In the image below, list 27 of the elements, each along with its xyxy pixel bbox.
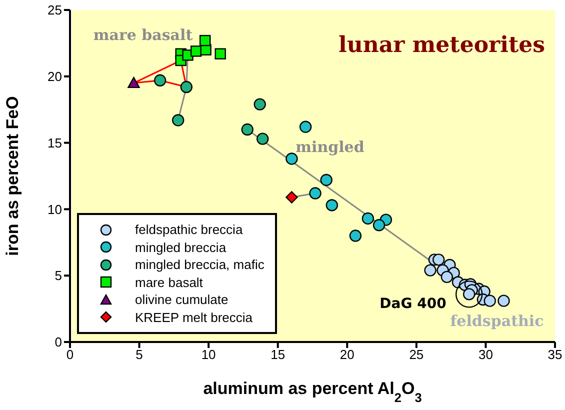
x-tick-label: 35	[548, 347, 562, 362]
x-axis-title: aluminum as percent Al$_{2}$O$_{3}$	[203, 379, 422, 404]
text: lunar meteorites	[338, 32, 545, 58]
y-tick-label: 10	[48, 202, 62, 217]
legend-label: mare basalt	[135, 274, 203, 290]
annotation: mare basalt	[93, 26, 193, 44]
y-tick-label: 15	[48, 135, 62, 150]
x-tick-label: 30	[478, 347, 493, 362]
annotation: feldspathic	[450, 312, 544, 330]
y-tick-label: 5	[54, 268, 62, 284]
legend-label: mingled breccia	[135, 240, 226, 255]
y-tick-label: 25	[48, 2, 62, 18]
x-tick-label: 20	[340, 347, 354, 362]
x-tick-label: 15	[270, 347, 286, 362]
legend-label: mingled breccia, mafic	[135, 257, 264, 272]
legend-label: KREEP melt breccia	[135, 310, 253, 325]
legend-label: feldspathic breccia	[135, 222, 243, 238]
y-tick-label: 0	[54, 334, 62, 350]
x-tick-label: 5	[136, 347, 143, 362]
x-tick-label: 10	[201, 347, 216, 362]
y-axis-title: iron as percent FeO	[3, 96, 22, 256]
y-tick-label: 20	[48, 69, 62, 84]
x-tick-label: 25	[409, 347, 424, 362]
annotation: mingled	[296, 138, 365, 156]
annotation: DaG 400	[380, 296, 447, 312]
x-tick-label: 0	[66, 347, 74, 362]
legend-label: olivine cumulate	[135, 292, 228, 308]
